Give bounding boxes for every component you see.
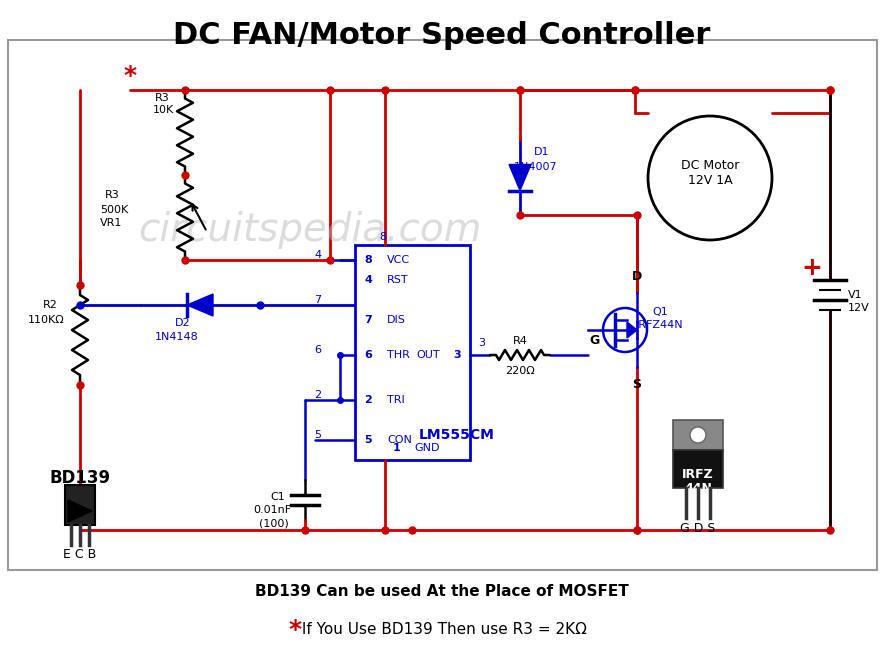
Polygon shape (509, 164, 531, 191)
Text: G: G (590, 335, 600, 348)
Text: 2: 2 (364, 395, 372, 405)
Bar (355, 245, 470, 460)
Text: D2: D2 (175, 318, 191, 328)
Text: LM555CM: LM555CM (419, 428, 495, 442)
Text: BD139 Can be used At the Place of MOSFET: BD139 Can be used At the Place of MOSFET (255, 584, 629, 599)
Text: V1: V1 (848, 290, 863, 300)
Text: 0.01nF: 0.01nF (253, 505, 291, 515)
Text: 8: 8 (380, 232, 387, 242)
Polygon shape (187, 294, 213, 316)
Text: 500K: 500K (100, 205, 128, 215)
Text: DC Motor
12V 1A: DC Motor 12V 1A (681, 159, 739, 187)
Text: Q1: Q1 (652, 307, 668, 317)
Text: 4: 4 (364, 275, 372, 285)
Text: VCC: VCC (387, 255, 410, 265)
Text: DC FAN/Motor Speed Controller: DC FAN/Motor Speed Controller (173, 21, 711, 50)
Text: E C B: E C B (64, 548, 96, 562)
Bar (8, 40, 877, 570)
Text: 8: 8 (364, 255, 372, 265)
Text: 10K: 10K (153, 105, 174, 115)
Text: *: * (289, 618, 302, 642)
Circle shape (690, 427, 706, 443)
Text: VR1: VR1 (100, 218, 122, 228)
Text: 1: 1 (393, 443, 401, 453)
Text: 7: 7 (364, 315, 372, 325)
Text: 2: 2 (314, 390, 321, 400)
Text: 1N4007: 1N4007 (514, 162, 558, 172)
Text: 6: 6 (314, 345, 321, 355)
Text: 220Ω: 220Ω (505, 366, 535, 376)
Text: G D S: G D S (681, 521, 716, 535)
Text: R3: R3 (155, 93, 170, 103)
Text: 1N4148: 1N4148 (155, 332, 199, 342)
Bar (673, 450, 723, 488)
Text: 44N: 44N (684, 482, 712, 495)
Polygon shape (68, 500, 92, 522)
Text: RST: RST (387, 275, 409, 285)
Text: THR: THR (387, 350, 410, 360)
Text: R2: R2 (42, 300, 58, 310)
Text: DIS: DIS (387, 315, 406, 325)
Text: 4: 4 (314, 250, 321, 260)
Text: GND: GND (414, 443, 440, 453)
Text: 5: 5 (314, 430, 321, 440)
Text: circuitspedia.com: circuitspedia.com (138, 211, 481, 249)
Text: 12V: 12V (848, 303, 870, 313)
Text: 110KΩ: 110KΩ (27, 315, 65, 325)
Text: OUT: OUT (416, 350, 440, 360)
Text: (100): (100) (259, 518, 289, 528)
Text: 3: 3 (479, 338, 486, 348)
Text: D1: D1 (535, 147, 550, 157)
Text: 5: 5 (365, 435, 372, 445)
Text: 7: 7 (314, 295, 321, 305)
Bar (673, 420, 723, 450)
Text: IRFZ44N: IRFZ44N (636, 320, 684, 330)
Text: TRI: TRI (387, 395, 404, 405)
FancyBboxPatch shape (65, 485, 95, 525)
Text: 3: 3 (453, 350, 461, 360)
Text: R4: R4 (512, 336, 527, 346)
Text: S: S (633, 378, 642, 391)
Text: 6: 6 (364, 350, 372, 360)
Text: BD139: BD139 (50, 469, 111, 487)
Text: C1: C1 (271, 492, 285, 502)
Text: IRFZ: IRFZ (682, 468, 714, 482)
Text: R3: R3 (105, 190, 119, 200)
Text: +: + (802, 256, 822, 280)
Text: *: * (123, 64, 136, 88)
Polygon shape (627, 322, 637, 338)
Text: If You Use BD139 Then use R3 = 2KΩ: If You Use BD139 Then use R3 = 2KΩ (297, 623, 587, 637)
Text: CON: CON (387, 435, 412, 445)
Text: D: D (632, 270, 643, 282)
